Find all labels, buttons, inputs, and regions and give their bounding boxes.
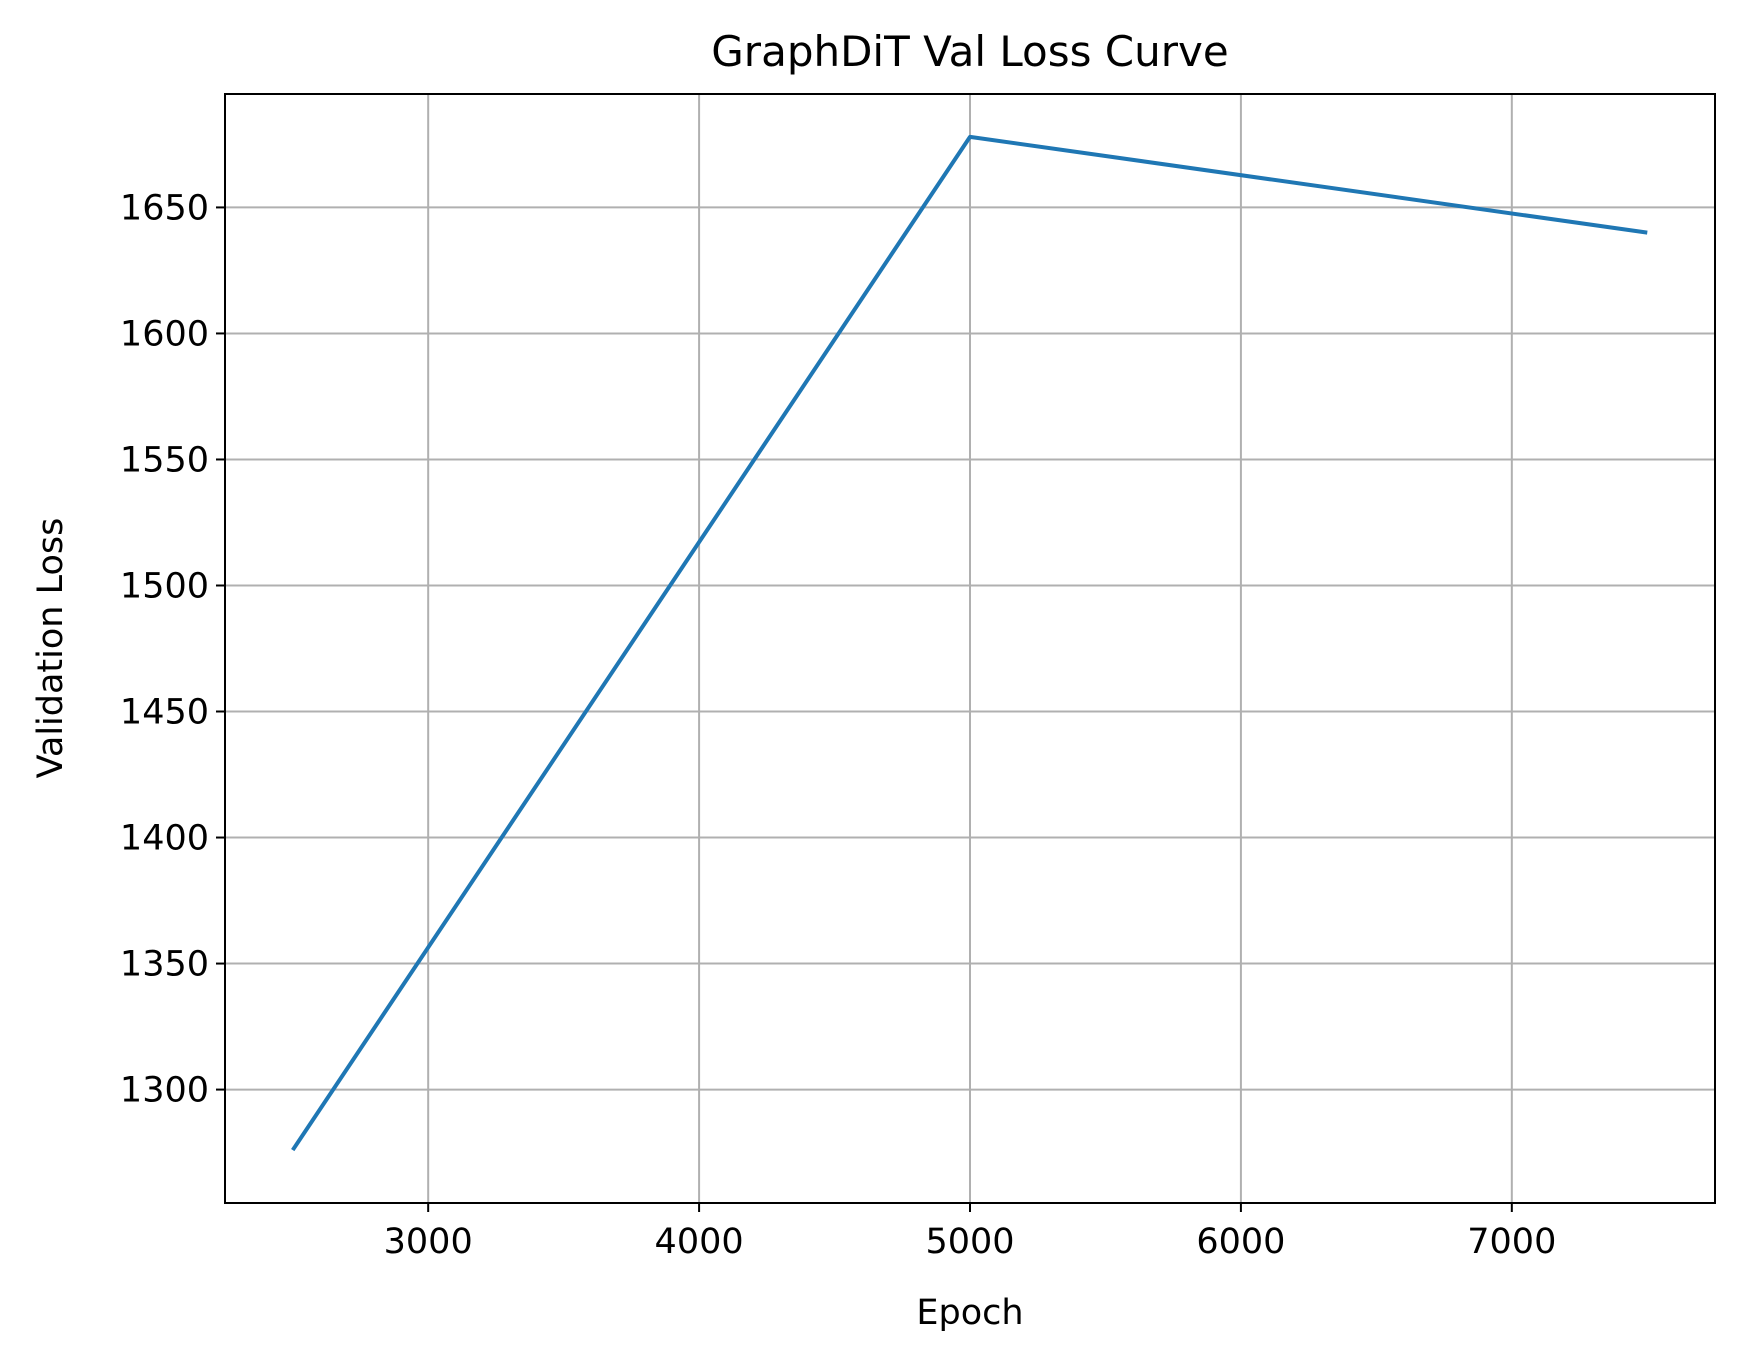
x-tick-label: 7000 <box>1467 1222 1556 1262</box>
series-line <box>291 134 1648 1152</box>
y-axis-title: Validation Loss <box>31 518 71 779</box>
x-tick-label: 5000 <box>925 1222 1014 1262</box>
y-tick-label: 1450 <box>120 693 209 733</box>
y-tick-label: 1350 <box>120 945 209 985</box>
y-tick-label: 1300 <box>120 1071 209 1111</box>
y-tick-label: 1550 <box>120 440 209 480</box>
axis-ticks: 3000 4000 5000 6000 7000 1300 1350 1400 1450 1500… <box>120 188 1556 1262</box>
y-tick-label: 1500 <box>120 566 209 606</box>
x-axis-title: Epoch <box>916 1293 1023 1333</box>
series-layer <box>291 134 1648 1152</box>
x-tick-label: 3000 <box>384 1222 473 1262</box>
y-tick-label: 1400 <box>120 819 209 859</box>
x-tick-label: 4000 <box>655 1222 744 1262</box>
x-tick-label: 6000 <box>1196 1222 1285 1262</box>
y-tick-label: 1600 <box>120 314 209 354</box>
y-tick-label: 1650 <box>120 188 209 228</box>
chart-title: GraphDiT Val Loss Curve <box>711 27 1228 76</box>
